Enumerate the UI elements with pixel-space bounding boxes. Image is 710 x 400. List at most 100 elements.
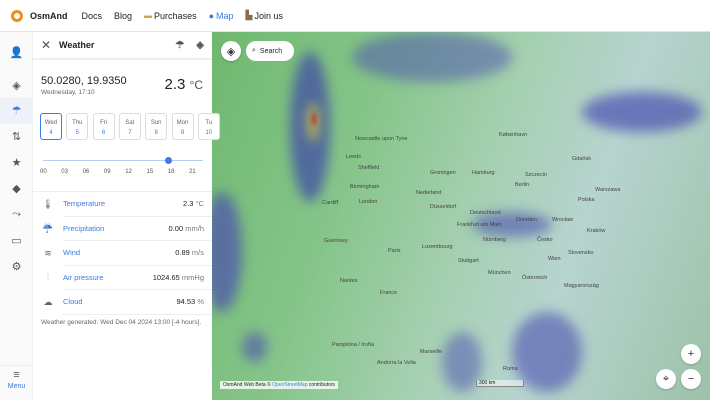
menu-icon[interactable]: ≡ [0,365,33,381]
row-value: 1024.65 [152,272,180,282]
close-icon[interactable]: ✕ [40,38,52,52]
umbrella-icon[interactable]: ☂ [175,39,185,51]
map-attribution: OsmAnd Web Beta © OpenStreetMap contribu… [220,381,338,389]
day-name: Wed [44,120,58,126]
time-slider[interactable] [43,157,203,164]
map-place-label: Cardiff [322,200,339,206]
map-place-label: Österreich [522,275,548,281]
map-place-label: Hamburg [472,170,495,176]
map-place-label: København [499,132,528,138]
map-place-label: München [488,270,511,276]
day-button[interactable]: Mon 9 [171,113,194,140]
weather-row[interactable]: ⫶ Air pressure 1024.65 mmHg [33,266,212,290]
profile-icon[interactable]: 👤 [9,47,24,59]
day-name: Tu [205,120,213,126]
map-place-label: Guernsey [324,238,348,244]
layers-icon[interactable]: ◈ [196,39,204,51]
my-location-button[interactable]: ⌖ [656,369,676,389]
map-place-label: Newcastle upon Tyne [355,136,408,142]
day-name: Mon [176,120,189,126]
nav-map[interactable]: Map [216,10,234,21]
weather-row[interactable]: ☔ Precipitation 0.00 mm/h [33,217,212,241]
weather-umbrella-icon[interactable]: ☂ [0,98,33,124]
map-place-label: France [380,290,398,296]
map-place-label: Pamplona / Iruña [332,342,374,348]
map-place-label: Szczecin [525,172,548,178]
map-place-label: Sheffield [358,165,380,171]
map-view[interactable]: Newcastle upon Tyne Leeds Sheffield Birming… [212,32,710,400]
row-label: Cloud [63,297,83,307]
hour-tick-label: 21 [189,169,196,175]
navigation-icon[interactable]: ◆ [12,183,21,195]
day-button[interactable]: Sat 7 [118,113,141,140]
weather-row[interactable]: ☁ Cloud 94.53 % [33,290,212,315]
map-place-label: London [359,199,378,205]
map-place-label: Leeds [346,154,361,160]
favorites-star-icon[interactable]: ★ [11,157,22,169]
hour-tick-label: 18 [167,169,175,175]
map-place-label: Düsseldorf [430,204,457,210]
weather-row[interactable]: ≋ Wind 0.89 m/s [33,241,212,266]
globe-icon: ● [208,10,215,21]
settings-gear-icon[interactable]: ⚙ [11,261,22,273]
row-label: Air pressure [63,272,104,282]
coordinates: 50.0280, 19.9350 [41,75,127,87]
map-place-label: Polska [578,197,595,203]
row-unit: °C [195,199,204,209]
day-name: Thu [72,120,83,126]
map-place-label: Dresden [516,217,537,223]
forecast-datetime: Wednesday, 17:10 [41,89,95,96]
scale-bar: 300 km [476,380,524,387]
temp-value: 2.3 [164,76,186,93]
osm-link[interactable]: OpenStreetMap [272,382,308,388]
weather-panel: ✕ Weather ☂ ◈ 50.0280, 19.9350 Wednesday… [33,32,220,400]
search-button[interactable]: ⌕ Search [246,41,294,61]
map-place-label: Birmingham [350,184,380,190]
day-button[interactable]: Thu 5 [66,113,89,140]
row-unit: m/s [191,248,204,258]
map-place-label: Wien [548,256,561,262]
hour-tick-label: 03 [61,169,68,175]
sidebar-rail: 👤 ◈ ☂ ⇅ ★ ◆ ⤳ ▭ ⚙ ≡ Menu [0,32,33,400]
row-value: 0.89 [175,248,190,258]
travel-icon[interactable]: ▭ [11,235,22,247]
row-label: Temperature [63,199,106,209]
row-label: Precipitation [63,223,105,233]
hour-tick-label: 00 [40,169,47,175]
map-place-label: Roma [503,366,518,372]
nav-docs[interactable]: Docs [81,10,103,21]
day-button[interactable]: Fri 6 [92,113,115,140]
wind-icon: ≋ [44,247,52,258]
nav-blog[interactable]: Blog [114,10,133,21]
day-number: 9 [180,130,185,136]
zoom-in-button[interactable]: + [681,344,701,364]
menu-label[interactable]: Menu [7,383,26,390]
row-unit: % [197,297,204,307]
row-unit: mmHg [181,272,204,282]
map-place-label: Luxembourg [422,244,453,250]
slider-handle[interactable] [164,157,172,164]
osmand-logo-icon[interactable] [11,9,23,22]
weather-generated-note: Weather generated: Wed Dec 04 2024 13:00… [41,319,202,326]
map-place-label: Gdańsk [572,156,591,162]
divider [33,191,212,192]
day-name: Sat [125,120,135,126]
day-button[interactable]: Tu 10 [197,113,220,140]
weather-row[interactable]: 🌡 Temperature 2.3 °C [33,192,212,217]
tracks-icon[interactable]: ⇅ [11,131,22,143]
layers-icon[interactable]: ◈ [12,80,21,92]
hour-tick-label: 09 [103,169,111,175]
map-place-label: Groningen [430,170,456,176]
route-icon[interactable]: ⤳ [12,208,21,220]
map-place-label: Deutschland [470,210,501,216]
map-place-label: Marseille [420,349,443,355]
map-place-label: Nantes [340,278,358,284]
brand-link[interactable]: OsmAnd [30,10,68,21]
day-button[interactable]: Wed 4 [40,113,62,140]
nav-join-us[interactable]: Join us [254,10,283,21]
map-layers-button[interactable]: ◈ [221,41,241,61]
nav-purchases[interactable]: Purchases [154,10,197,21]
top-nav: OsmAnd Docs Blog ▬ Purchases ● Map ▙ Joi… [0,0,710,32]
day-button[interactable]: Sun 8 [145,113,168,140]
zoom-out-button[interactable]: − [681,369,701,389]
